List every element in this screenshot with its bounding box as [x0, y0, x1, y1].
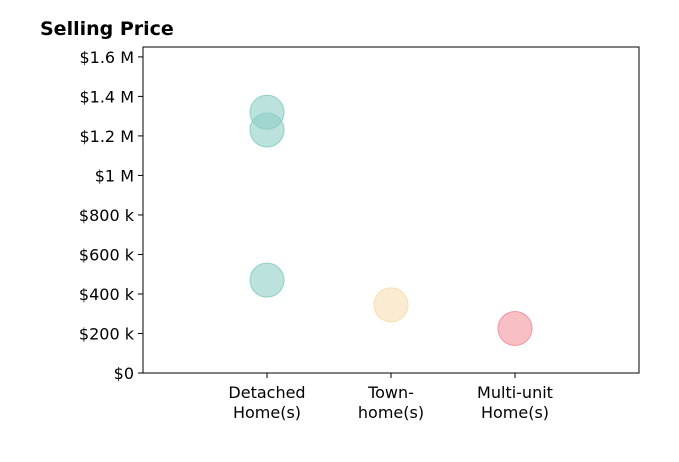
- data-point-4: [497, 311, 533, 347]
- x-tick-label: Town-: [367, 383, 414, 402]
- x-axis: DetachedHome(s)Town-home(s)Multi-unitHom…: [228, 373, 553, 422]
- data-point-1: [249, 112, 285, 148]
- x-tick-label: Multi-unit: [477, 383, 553, 402]
- y-tick-label: $200 k: [79, 324, 135, 343]
- plot-frame: [142, 46, 640, 374]
- x-tick-label: Home(s): [233, 403, 301, 422]
- y-tick-label: $1.4 M: [79, 87, 134, 106]
- points-layer: [249, 94, 533, 347]
- data-point-2: [249, 262, 285, 298]
- y-tick-label: $0: [114, 364, 134, 383]
- y-tick-label: $800 k: [79, 206, 135, 225]
- y-tick-label: $1 M: [95, 166, 134, 185]
- y-tick-label: $400 k: [79, 285, 135, 304]
- x-tick-label: home(s): [358, 403, 424, 422]
- x-tick-label: Home(s): [481, 403, 549, 422]
- y-tick-label: $1.2 M: [79, 127, 134, 146]
- y-axis: $0 $200 k $400 k $600 k $800 k $1 M $1.2 M $1.4…: [79, 48, 143, 383]
- x-tick-label: Detached: [228, 383, 305, 402]
- data-point-3: [373, 287, 409, 323]
- y-tick-label: $1.6 M: [79, 48, 134, 67]
- chart-title: Selling Price: [40, 18, 174, 40]
- y-tick-label: $600 k: [79, 245, 135, 264]
